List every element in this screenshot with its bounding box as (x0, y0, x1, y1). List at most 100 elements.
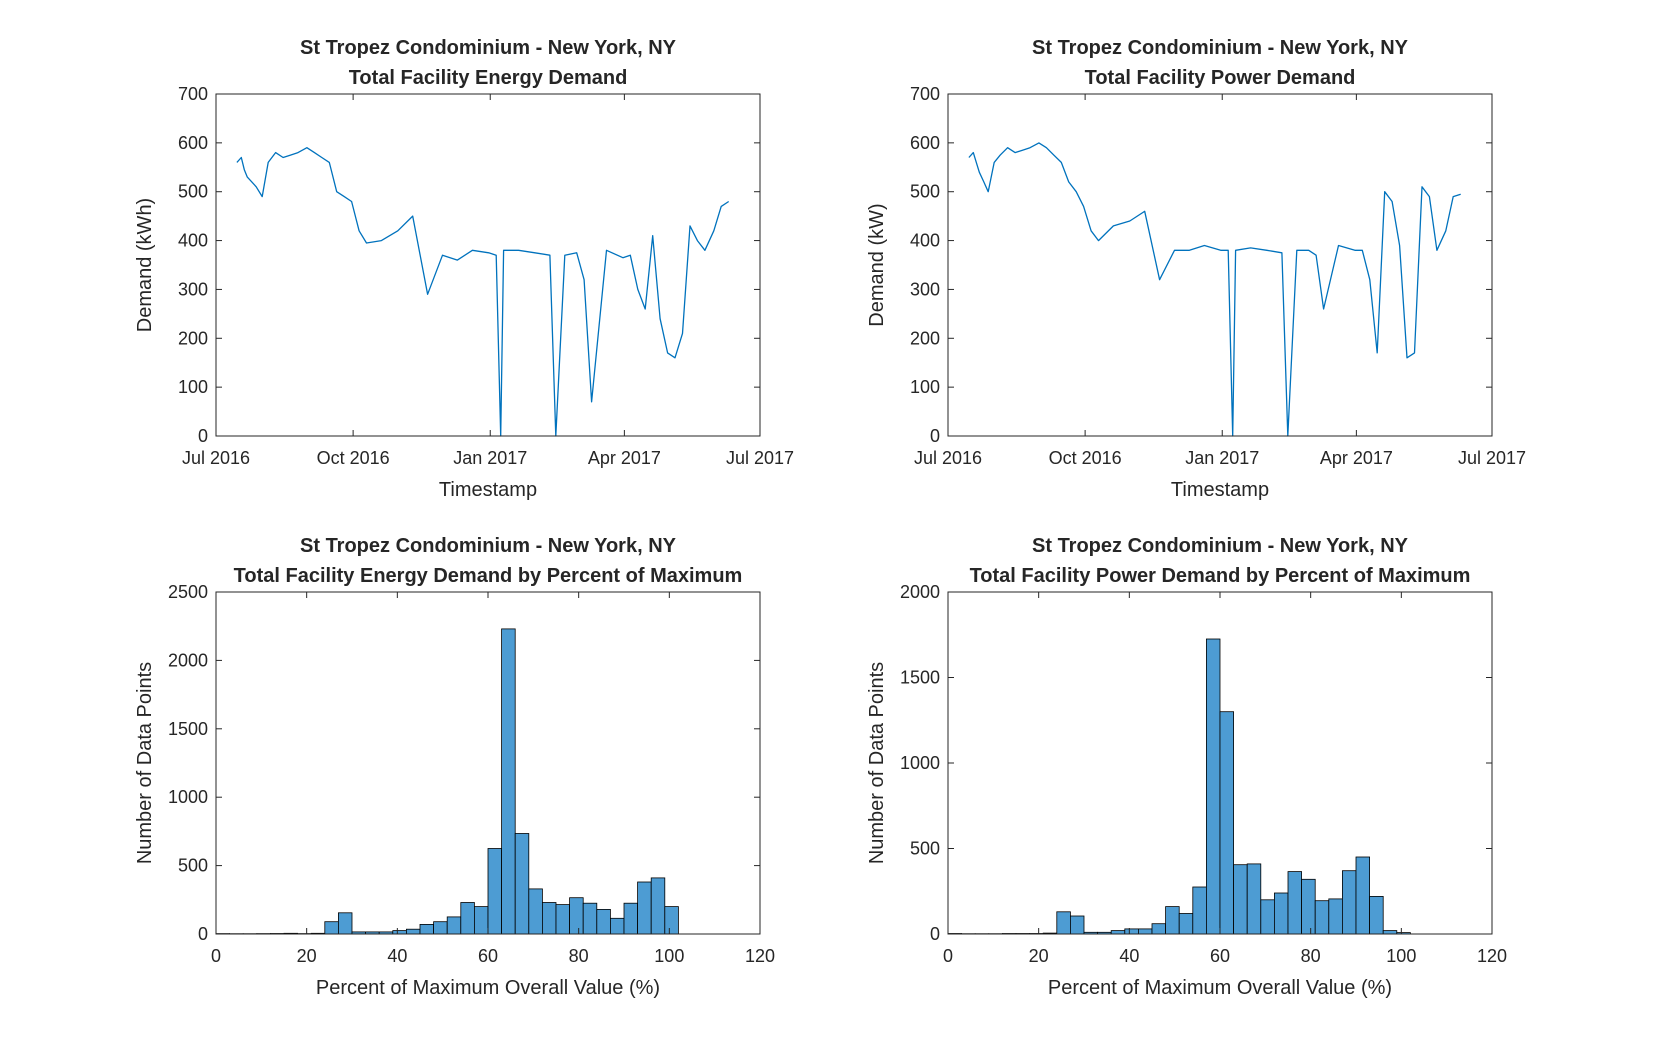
histogram-bar (1383, 931, 1397, 934)
histogram-bar (1220, 712, 1234, 934)
x-tick-label: 20 (297, 946, 317, 966)
x-tick-label: 60 (1210, 946, 1230, 966)
x-axis-label: Timestamp (439, 479, 537, 501)
histogram-bar (542, 903, 556, 935)
x-axis-label: Percent of Maximum Overall Value (%) (1048, 977, 1392, 999)
x-tick-label: 40 (1119, 946, 1139, 966)
histogram-bar (461, 903, 475, 935)
histogram-bar (529, 889, 543, 934)
x-tick-label: Jul 2017 (1458, 448, 1526, 468)
chart-title: St Tropez Condominium - New York, NY (1032, 535, 1409, 557)
histogram-bar (474, 907, 488, 934)
x-tick-label: Oct 2016 (317, 448, 390, 468)
x-tick-label: 100 (1386, 946, 1416, 966)
y-tick-label: 2000 (168, 650, 208, 670)
axes-box (948, 94, 1492, 436)
x-tick-label: 0 (943, 946, 953, 966)
x-tick-label: 0 (211, 946, 221, 966)
y-tick-label: 0 (930, 924, 940, 944)
x-tick-label: Jan 2017 (453, 448, 527, 468)
chart-subtitle: Total Facility Energy Demand by Percent … (234, 565, 743, 587)
histogram-bar (651, 878, 665, 934)
x-tick-label: 100 (654, 946, 684, 966)
histogram-bar (1274, 893, 1288, 934)
x-tick-label: 120 (745, 946, 775, 966)
chart-panel-2: Jul 2016 Oct 2016 Jan 2017 Apr 2017 Jul 2017… (866, 37, 1526, 501)
x-tick-label: 40 (387, 946, 407, 966)
x-axis-label: Timestamp (1171, 479, 1269, 501)
y-tick-label: 600 (910, 133, 940, 153)
y-tick-label: 500 (178, 182, 208, 202)
x-tick-label: 20 (1029, 946, 1049, 966)
y-tick-label: 700 (178, 84, 208, 104)
histogram-bar (1288, 872, 1302, 934)
y-tick-label: 200 (910, 328, 940, 348)
histogram-bar (406, 929, 420, 934)
x-tick-label: Apr 2017 (588, 448, 661, 468)
x-tick-label: 80 (569, 946, 589, 966)
y-tick-label: 2000 (900, 582, 940, 602)
histogram-bar (434, 922, 448, 934)
chart-panel-1: Jul 2016 Oct 2016 Jan 2017 Apr 2017 Jul 2017… (134, 37, 794, 501)
y-tick-label: 0 (198, 924, 208, 944)
chart-title: St Tropez Condominium - New York, NY (300, 37, 677, 59)
x-tick-label: Oct 2016 (1049, 448, 1122, 468)
x-tick-label: Jan 2017 (1185, 448, 1259, 468)
y-tick-label: 1000 (900, 753, 940, 773)
y-tick-label: 500 (178, 856, 208, 876)
y-axis-label: Demand (kWh) (134, 198, 156, 332)
chart-subtitle: Total Facility Power Demand (1085, 67, 1356, 89)
x-axis-label: Percent of Maximum Overall Value (%) (316, 977, 660, 999)
y-tick-label: 500 (910, 839, 940, 859)
chart-title: St Tropez Condominium - New York, NY (300, 535, 677, 557)
histogram-bar (393, 931, 407, 934)
y-tick-label: 1000 (168, 787, 208, 807)
histogram-bar (420, 924, 434, 934)
histogram-bar (488, 849, 502, 935)
histogram-bar (638, 882, 652, 934)
chart-subtitle: Total Facility Power Demand by Percent o… (970, 565, 1471, 587)
histogram-bar (570, 898, 584, 934)
y-tick-label: 300 (910, 279, 940, 299)
histogram-bar (1166, 907, 1180, 934)
demand-line (237, 148, 729, 436)
histogram-bar (1193, 887, 1207, 934)
x-tick-label: Jul 2016 (182, 448, 250, 468)
histogram-bar (447, 917, 461, 934)
x-tick-label: Jul 2017 (726, 448, 794, 468)
y-tick-label: 500 (910, 182, 940, 202)
y-tick-label: 100 (910, 377, 940, 397)
histogram-bar (1138, 929, 1152, 934)
y-axis-label: Demand (kW) (866, 203, 888, 326)
histogram-bar (624, 903, 638, 934)
histogram-bar (1206, 639, 1220, 934)
histogram-bar (1261, 900, 1275, 934)
x-tick-label: Apr 2017 (1320, 448, 1393, 468)
histogram-bar (1070, 916, 1084, 934)
histogram-bar (1234, 865, 1248, 934)
histogram-bar (1247, 864, 1261, 934)
histogram-bar (583, 903, 597, 934)
histogram-bar (1111, 931, 1125, 934)
histogram-bar (1329, 899, 1343, 934)
y-tick-label: 700 (910, 84, 940, 104)
x-tick-label: Jul 2016 (914, 448, 982, 468)
y-axis-label: Number of Data Points (134, 662, 156, 864)
histogram-bar (1342, 871, 1356, 934)
histogram-bar (515, 834, 529, 935)
y-tick-label: 400 (178, 231, 208, 251)
histogram-bar (610, 918, 624, 934)
y-tick-label: 2500 (168, 582, 208, 602)
y-tick-label: 0 (198, 426, 208, 446)
x-tick-label: 80 (1301, 946, 1321, 966)
chart-title: St Tropez Condominium - New York, NY (1032, 37, 1409, 59)
y-tick-label: 400 (910, 231, 940, 251)
y-tick-label: 600 (178, 133, 208, 153)
y-tick-label: 0 (930, 426, 940, 446)
histogram-bar (1315, 901, 1329, 934)
y-tick-label: 300 (178, 279, 208, 299)
